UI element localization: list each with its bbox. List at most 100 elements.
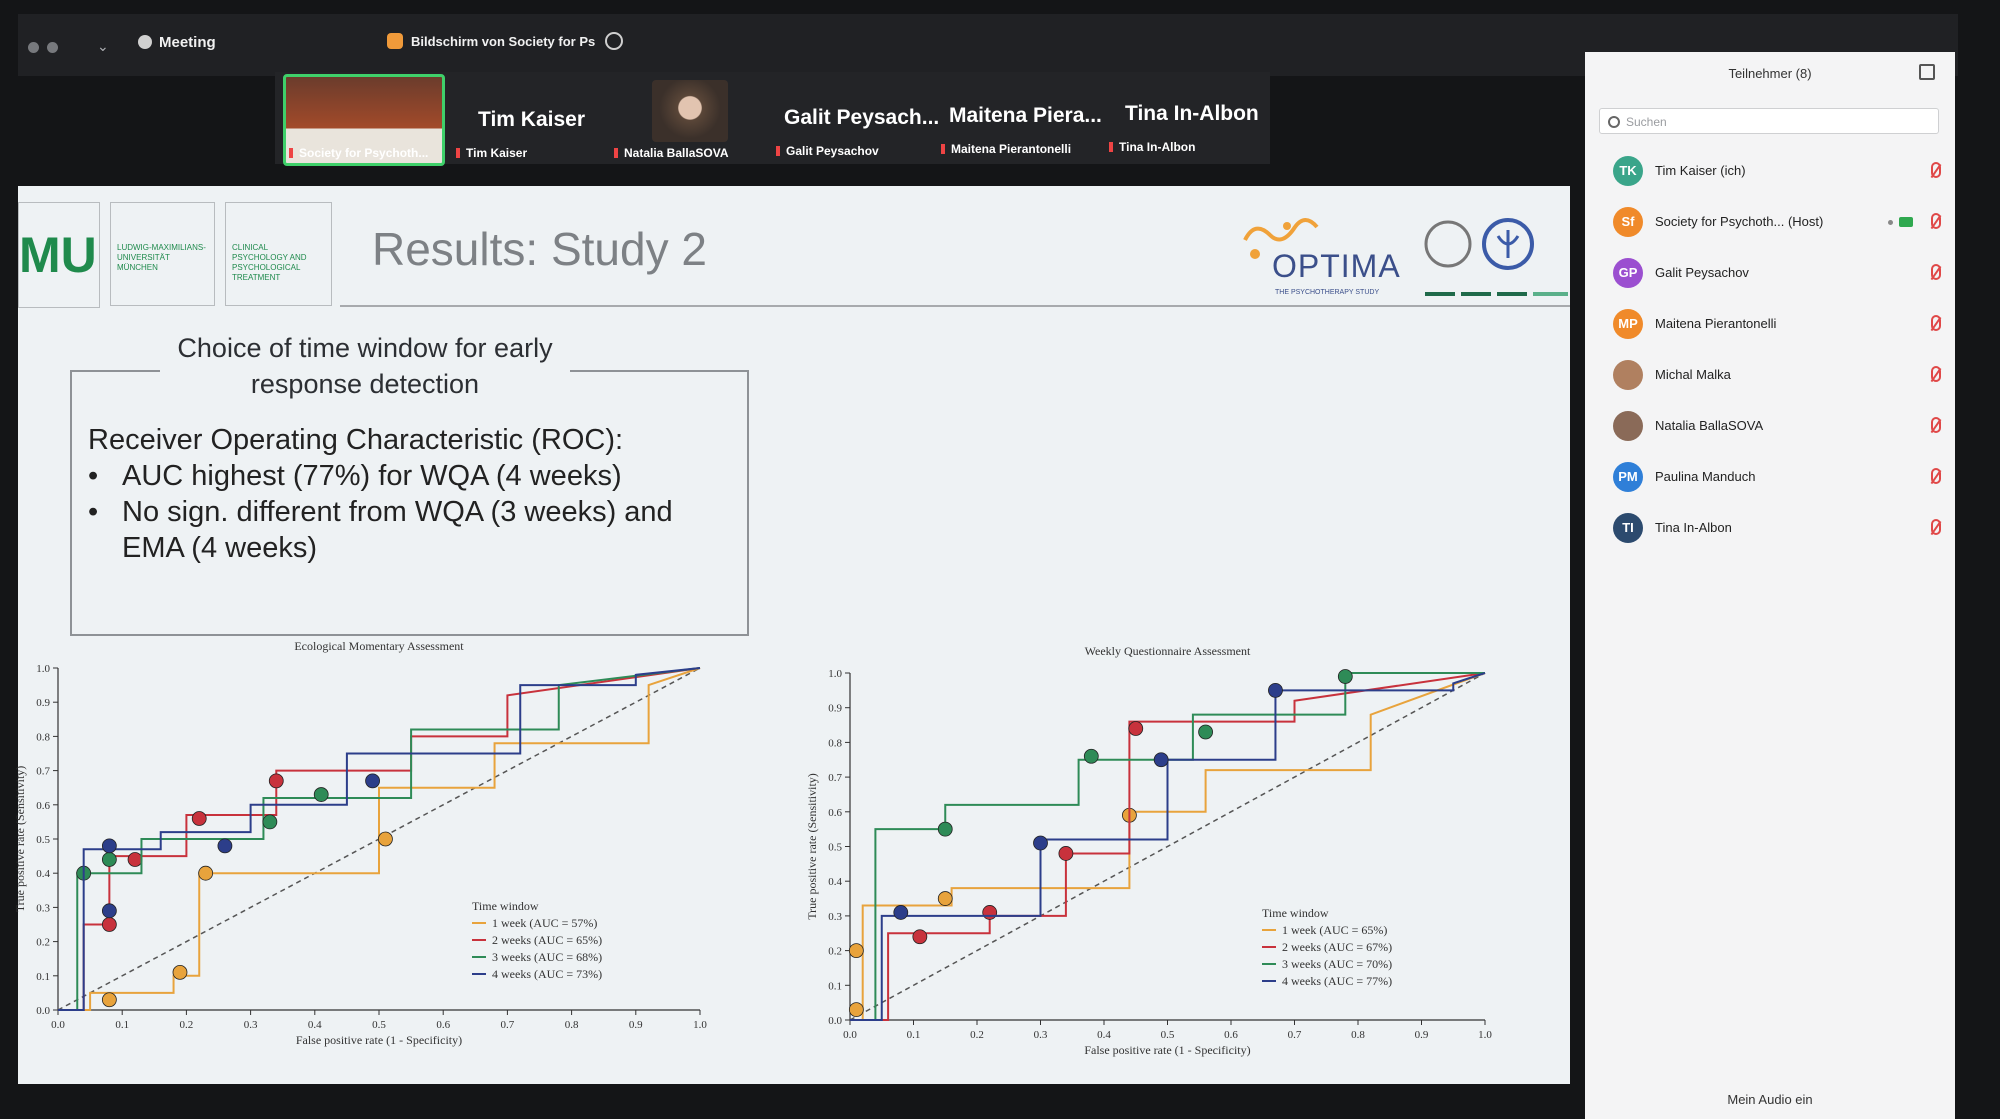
- chance-diagonal: [849, 672, 1486, 1021]
- participants-panel: Teilnehmer (8) Suchen TK Tim Kaiser (ich)…: [1585, 52, 1955, 1119]
- x-tick-label: 0.2: [180, 1019, 194, 1031]
- participant-row[interactable]: MP Maitena Pierantonelli: [1613, 305, 1943, 343]
- tile-label: Society for Psychoth...: [289, 146, 428, 160]
- avatar: [1613, 411, 1643, 441]
- window-controls[interactable]: [28, 40, 66, 58]
- optimal-cutoff-marker: [313, 787, 329, 802]
- mic-muted-icon[interactable]: [1931, 366, 1941, 382]
- tile-label: Natalia BallaSOVA: [614, 146, 728, 160]
- view-options-icon[interactable]: [605, 32, 624, 50]
- chart-title: Weekly Questionnaire Assessment: [1085, 644, 1251, 658]
- box-heading: Choice of time window for early response…: [160, 330, 570, 402]
- y-tick-label: 0.8: [828, 737, 842, 749]
- participant-name: Natalia BallaSOVA: [1655, 418, 1764, 433]
- y-tick-label: 0.5: [828, 842, 842, 854]
- optima-swirl-logo: [1243, 218, 1319, 259]
- legend-entry: 4 weeks (AUC = 73%): [492, 967, 602, 981]
- y-tick-label: 0.3: [36, 902, 50, 914]
- video-tile[interactable]: Tina In-Albon Tina In-Albon: [1105, 74, 1265, 166]
- participant-name: Paulina Manduch: [1655, 469, 1756, 484]
- participant-name: Galit Peysachov: [1655, 265, 1749, 280]
- optimal-cutoff-marker: [268, 773, 284, 789]
- y-tick-label: 0.9: [828, 703, 842, 715]
- tile-label: Tina In-Albon: [1109, 140, 1195, 154]
- avatar: TK: [1613, 156, 1643, 186]
- avatar: [1613, 360, 1643, 390]
- optimal-cutoff-marker: [1033, 835, 1048, 851]
- chevron-down-icon[interactable]: ⌄: [97, 38, 109, 54]
- avatar: GP: [1613, 258, 1643, 288]
- screen-share-tab[interactable]: Bildschirm von Society for Ps: [387, 32, 624, 50]
- mic-muted-icon[interactable]: [1931, 264, 1941, 280]
- mic-muted-icon[interactable]: [1931, 315, 1941, 331]
- mic-muted-icon[interactable]: [1931, 468, 1941, 484]
- optimal-cutoff-marker: [101, 903, 117, 919]
- share-icon: [387, 33, 403, 49]
- camera-on-icon[interactable]: [1899, 217, 1913, 227]
- tile-label: Tim Kaiser: [456, 146, 527, 160]
- y-tick-label: 0.1: [828, 980, 842, 992]
- participant-row[interactable]: Sf Society for Psychoth... (Host): [1613, 203, 1943, 241]
- x-tick-label: 0.0: [51, 1019, 65, 1031]
- optimal-cutoff-marker: [1337, 669, 1353, 684]
- mic-muted-icon[interactable]: [1931, 162, 1941, 178]
- x-tick-label: 0.4: [1097, 1029, 1111, 1041]
- participant-row[interactable]: Michal Malka: [1613, 356, 1943, 394]
- avatar: MP: [1613, 309, 1643, 339]
- participant-row[interactable]: GP Galit Peysachov: [1613, 254, 1943, 292]
- video-tile[interactable]: Galit Peysach... Galit Peysachov: [772, 74, 939, 166]
- popout-icon[interactable]: [1919, 64, 1935, 80]
- mic-muted-icon[interactable]: [1931, 213, 1941, 229]
- optimal-cutoff-marker: [982, 905, 998, 920]
- host-indicator-icon: [1888, 220, 1893, 225]
- optimal-cutoff-marker: [1083, 748, 1099, 764]
- x-tick-label: 0.1: [907, 1029, 921, 1041]
- y-tick-label: 1.0: [828, 668, 842, 680]
- optima-logo: OPTIMA: [1272, 248, 1401, 284]
- optimal-cutoff-marker: [912, 929, 928, 945]
- x-tick-label: 0.5: [1161, 1029, 1175, 1041]
- video-tile[interactable]: Society for Psychoth...: [283, 74, 445, 166]
- y-tick-label: 0.3: [828, 911, 842, 923]
- x-tick-label: 0.7: [501, 1019, 515, 1031]
- meeting-menu[interactable]: Meeting: [138, 34, 216, 51]
- x-tick-label: 0.6: [436, 1019, 450, 1031]
- x-tick-label: 0.4: [308, 1019, 322, 1031]
- participant-row[interactable]: Natalia BallaSOVA: [1613, 407, 1943, 445]
- tile-name: Tina In-Albon: [1125, 102, 1259, 125]
- y-tick-label: 0.0: [36, 1005, 50, 1017]
- optimal-cutoff-marker: [262, 814, 278, 830]
- legend-title: Time window: [472, 899, 539, 913]
- participant-row[interactable]: TI Tina In-Albon: [1613, 509, 1943, 547]
- participant-row[interactable]: TK Tim Kaiser (ich): [1613, 152, 1943, 190]
- participant-row[interactable]: PM Paulina Manduch: [1613, 458, 1943, 496]
- roc-chart-wqa: Weekly Questionnaire Assessment 0.0 0.1 0.2…: [805, 644, 1492, 1057]
- video-tile[interactable]: Maitena Piera... Maitena Pierantonelli: [937, 74, 1102, 166]
- mic-muted-icon[interactable]: [1931, 417, 1941, 433]
- mic-muted-icon[interactable]: [1931, 519, 1941, 535]
- unmute-button[interactable]: Mein Audio ein: [1727, 1092, 1813, 1107]
- x-tick-label: 0.3: [244, 1019, 258, 1031]
- x-tick-label: 1.0: [693, 1019, 707, 1031]
- legend-entry: 3 weeks (AUC = 68%): [492, 950, 602, 964]
- video-tile[interactable]: Natalia BallaSOVA: [612, 74, 762, 166]
- participant-search-input[interactable]: Suchen: [1599, 108, 1939, 134]
- x-tick-label: 0.2: [970, 1029, 984, 1041]
- y-axis-label: True positive rate (Sensitivity): [13, 766, 27, 913]
- avatar: PM: [1613, 462, 1643, 492]
- video-tile[interactable]: Tim Kaiser Tim Kaiser: [452, 74, 607, 166]
- search-icon: [1608, 116, 1620, 128]
- roc-curve-1: [58, 667, 701, 1011]
- y-tick-label: 0.4: [828, 876, 842, 888]
- x-tick-label: 0.9: [1415, 1029, 1429, 1041]
- y-tick-label: 0.7: [36, 766, 50, 778]
- optimal-cutoff-marker: [893, 905, 909, 920]
- optimal-cutoff-marker: [101, 852, 117, 867]
- chart-title: Ecological Momentary Assessment: [294, 639, 464, 653]
- roc-heading: Receiver Operating Characteristic (ROC):: [88, 424, 624, 456]
- y-tick-label: 0.0: [828, 1015, 842, 1027]
- clinical-psychology-logo: CLINICAL PSYCHOLOGY AND PSYCHOLOGICAL TR…: [225, 202, 332, 306]
- optimal-cutoff-marker: [127, 852, 143, 867]
- x-tick-label: 0.8: [1351, 1029, 1365, 1041]
- y-tick-label: 0.9: [36, 697, 50, 709]
